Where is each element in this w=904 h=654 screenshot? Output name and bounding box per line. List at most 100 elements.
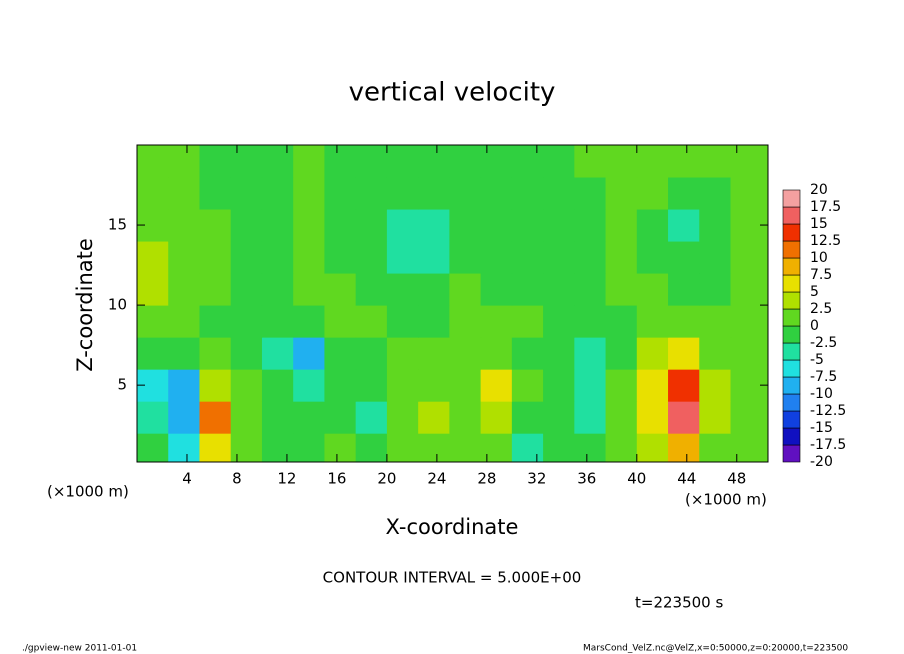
colorbar-label: 7.5 — [810, 267, 832, 283]
x-tick-label: 16 — [327, 470, 346, 488]
heatmap-cell — [449, 337, 482, 370]
heatmap-cell — [668, 401, 700, 434]
heatmap-cell — [449, 177, 482, 210]
heatmap-cell — [261, 369, 294, 402]
heatmap-cell — [574, 337, 607, 370]
heatmap-cell — [730, 177, 769, 210]
x-tick-label: 36 — [577, 470, 596, 488]
heatmap-cell — [261, 305, 294, 338]
heatmap-cell — [543, 305, 575, 338]
heatmap-cell — [261, 241, 294, 274]
heatmap-cell — [355, 273, 388, 306]
heatmap-cell — [418, 433, 450, 463]
heatmap-cell — [511, 241, 544, 274]
colorbar-label: -10 — [810, 386, 833, 402]
heatmap-cell — [137, 177, 169, 210]
heatmap-cell — [418, 177, 450, 210]
heatmap-cell — [261, 177, 294, 210]
heatmap-cell — [386, 241, 419, 274]
heatmap-cell — [699, 273, 732, 306]
heatmap-cell — [168, 401, 200, 434]
colorbar-label: 12.5 — [810, 233, 841, 249]
colorbar-box — [782, 257, 801, 276]
heatmap-cell — [449, 433, 482, 463]
colorbar-label: -12.5 — [810, 403, 846, 419]
heatmap-cell — [293, 241, 325, 274]
heatmap-cell — [386, 369, 419, 402]
x-unit-label: (×1000 m) — [685, 491, 767, 509]
heatmap-cell — [449, 305, 482, 338]
heatmap-cell — [355, 369, 388, 402]
colorbar-box — [782, 308, 801, 327]
colorbar-box — [782, 274, 801, 293]
heatmap-cell — [574, 305, 607, 338]
heatmap-cell — [574, 145, 607, 178]
x-unit-label: (×1000 m) — [47, 483, 129, 501]
heatmap-cell — [324, 401, 357, 434]
y-axis-label: Z-coordinate — [73, 238, 97, 372]
heatmap-cell — [636, 369, 669, 402]
heatmap-cell — [355, 177, 388, 210]
heatmap-cell — [543, 273, 575, 306]
heatmap-cell — [199, 337, 232, 370]
heatmap-cell — [355, 241, 388, 274]
heatmap-cell — [386, 337, 419, 370]
x-tick-label: 20 — [377, 470, 396, 488]
heatmap-cell — [293, 337, 325, 370]
colorbar-label: -15 — [810, 420, 833, 436]
heatmap-cell — [386, 305, 419, 338]
heatmap-cell — [605, 273, 638, 306]
heatmap-cell — [355, 401, 388, 434]
heatmap-cell — [511, 401, 544, 434]
colorbar-label: 2.5 — [810, 301, 832, 317]
heatmap-cell — [480, 337, 513, 370]
heatmap-cell — [574, 273, 607, 306]
colorbar-label: 10 — [810, 250, 828, 266]
heatmap-cell — [699, 401, 732, 434]
chart-title: vertical velocity — [349, 78, 556, 108]
heatmap-cell — [324, 145, 357, 178]
heatmap-cell — [261, 337, 294, 370]
heatmap-cell — [605, 241, 638, 274]
heatmap-cell — [261, 209, 294, 242]
heatmap-cell — [168, 209, 200, 242]
heatmap-cell — [730, 273, 769, 306]
heatmap-cell — [480, 241, 513, 274]
heatmap-cell — [668, 337, 700, 370]
heatmap-cell — [230, 273, 263, 306]
heatmap-cell — [543, 241, 575, 274]
heatmap-cell — [636, 209, 669, 242]
heatmap-cell — [386, 273, 419, 306]
heatmap-cell — [668, 433, 700, 463]
heatmap-cell — [137, 273, 169, 306]
heatmap-cell — [511, 273, 544, 306]
heatmap-cell — [511, 145, 544, 178]
heatmap-cell — [386, 401, 419, 434]
heatmap-cell — [199, 369, 232, 402]
colorbar-label: 17.5 — [810, 199, 841, 215]
heatmap-cell — [137, 401, 169, 434]
heatmap-cell — [636, 401, 669, 434]
heatmap-cell — [230, 241, 263, 274]
heatmap-cell — [324, 177, 357, 210]
x-tick-label: 40 — [627, 470, 646, 488]
heatmap-cell — [668, 145, 700, 178]
heatmap-cell — [324, 369, 357, 402]
heatmap-cell — [230, 337, 263, 370]
heatmap-cell — [636, 305, 669, 338]
plot-frame — [136, 144, 769, 463]
colorbar-box — [782, 342, 801, 361]
heatmap-cell — [168, 337, 200, 370]
heatmap-cell — [230, 145, 263, 178]
footer: MarsCond_VelZ.nc@VelZ,x=0:50000,z=0:2000… — [583, 644, 848, 654]
heatmap-cell — [511, 177, 544, 210]
heatmap-cell — [168, 177, 200, 210]
heatmap-cell — [261, 433, 294, 463]
heatmap-cell — [699, 337, 732, 370]
heatmap-cell — [449, 241, 482, 274]
colorbar-box — [782, 240, 801, 259]
heatmap-cell — [730, 337, 769, 370]
heatmap-cell — [699, 433, 732, 463]
heatmap-cell — [480, 305, 513, 338]
colorbar-box — [782, 325, 801, 344]
